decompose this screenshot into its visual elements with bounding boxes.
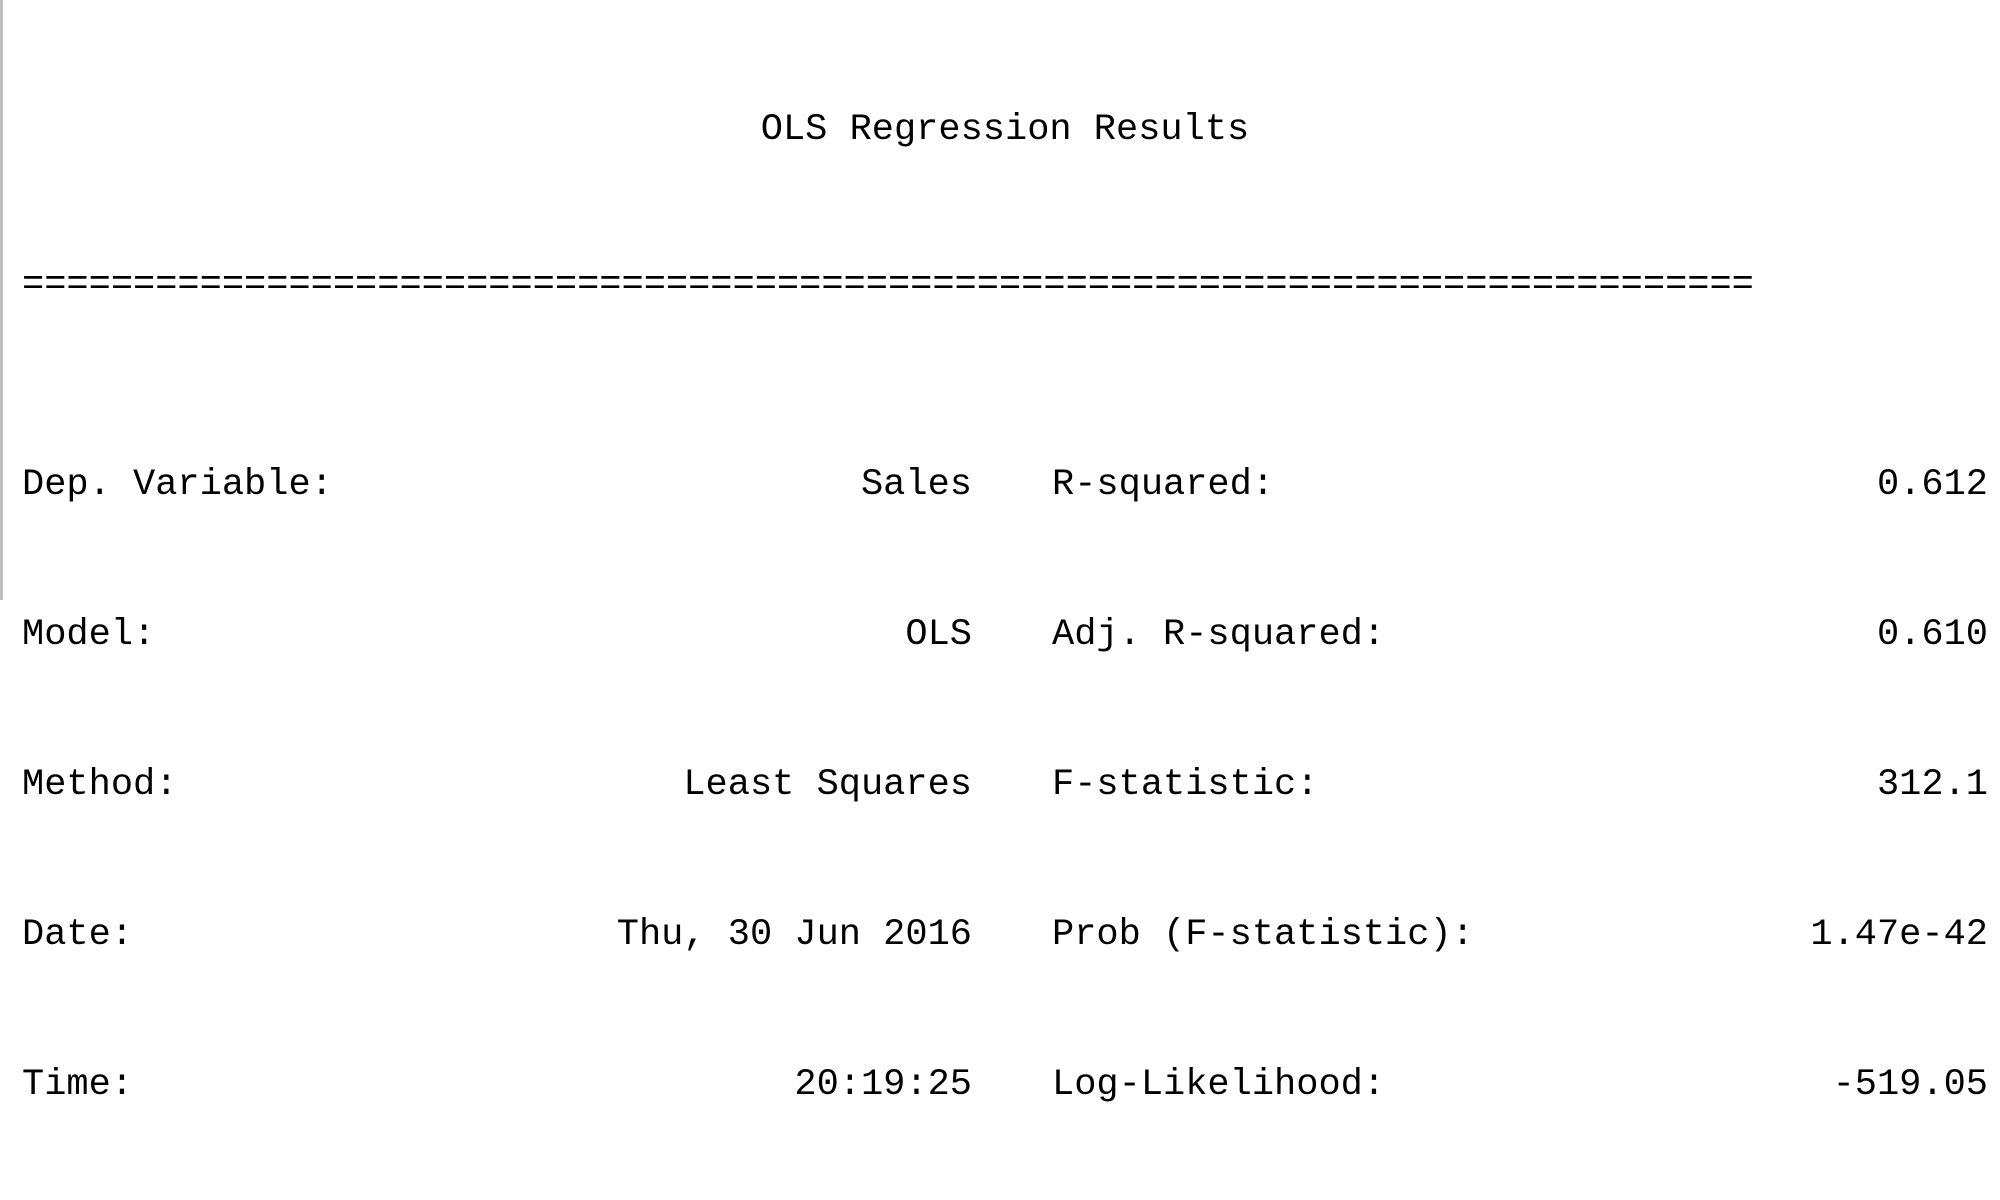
stat-label: Date: [22, 914, 134, 956]
stat-label: Method: [22, 764, 178, 806]
stat-label: Time: [22, 1064, 134, 1106]
stat-value: Least Squares [683, 764, 972, 806]
stat-label: Prob (F-statistic): [1052, 914, 1474, 956]
stat-label: R-squared: [1052, 464, 1275, 506]
stat-value: 0.612 [1876, 464, 1988, 506]
stat-label: Model: [22, 614, 156, 656]
top-rule: ========================================… [22, 264, 1754, 306]
table-row: Date: Thu, 30 Jun 2016 Prob (F-statistic… [22, 910, 1988, 960]
regression-output: OLS Regression Results =================… [22, 0, 1988, 1200]
stat-value: 1.47e-42 [1810, 914, 1988, 956]
table-row: Model: OLS Adj. R-squared: 0.610 [22, 610, 1988, 660]
table-row: Time: 20:19:25 Log-Likelihood: -519.05 [22, 1060, 1988, 1110]
stat-label: Dep. Variable: [22, 464, 333, 506]
stat-value: 312.1 [1876, 764, 1988, 806]
table-row: Method: Least Squares F-statistic: 312.1 [22, 760, 1988, 810]
stat-value: Thu, 30 Jun 2016 [616, 914, 972, 956]
stat-value: -519.05 [1832, 1064, 1988, 1106]
output-frame: OLS Regression Results =================… [0, 0, 1988, 1106]
stat-value: Sales [860, 464, 972, 506]
stat-label: F-statistic: [1052, 764, 1319, 806]
results-title: OLS Regression Results [760, 109, 1250, 151]
stat-value: 20:19:25 [794, 1064, 972, 1106]
stat-label: Log-Likelihood: [1052, 1064, 1386, 1106]
stat-value: 0.610 [1876, 614, 1988, 656]
stat-value: OLS [905, 614, 972, 656]
table-row: Dep. Variable: Sales R-squared: 0.612 [22, 460, 1988, 510]
stat-label: Adj. R-squared: [1052, 614, 1386, 656]
